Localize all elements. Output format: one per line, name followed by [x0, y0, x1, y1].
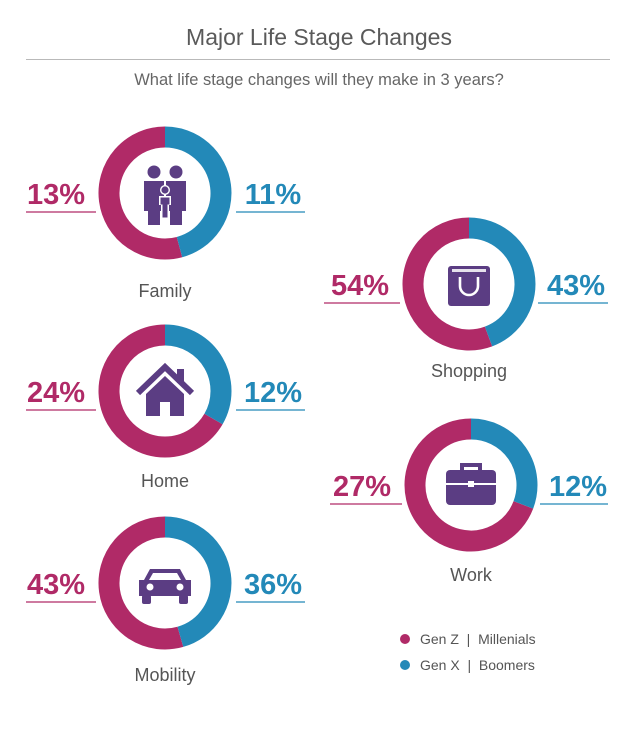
slice-work-genx-boomers	[470, 418, 538, 509]
category-label-home: Home	[141, 471, 189, 491]
value-home-genz-millenials: 24%	[27, 377, 85, 409]
title-divider	[26, 59, 610, 60]
donut-home: 24% 12% Home	[26, 324, 305, 491]
donut-work: 27% 12% Work	[330, 418, 608, 585]
chart-subtitle: What life stage changes will they make i…	[134, 71, 504, 89]
slice-home-genx-boomers	[164, 324, 232, 425]
value-work-genz-millenials: 27%	[333, 471, 391, 503]
value-mobility-genx-boomers: 36%	[244, 569, 302, 601]
family-icon	[144, 165, 186, 225]
category-label-mobility: Mobility	[134, 665, 195, 685]
shopping-bag-icon	[448, 266, 490, 306]
slice-shopping-genx-boomers	[468, 217, 536, 347]
donut-mobility: 43% 36% Mobility	[26, 516, 305, 685]
briefcase-icon	[446, 463, 496, 505]
house-icon	[135, 362, 195, 416]
legend-label-genx: Gen X | Boomers	[420, 657, 535, 673]
category-label-family: Family	[139, 281, 192, 301]
slice-mobility-genx-boomers	[164, 516, 232, 647]
value-mobility-genz-millenials: 43%	[27, 569, 85, 601]
donut-family: 13% 11% Family	[26, 126, 305, 301]
legend-item-genx: Gen X | Boomers	[400, 652, 536, 678]
slice-shopping-genz-millenials	[402, 217, 493, 351]
slice-work-genz-millenials	[404, 418, 534, 552]
car-icon	[139, 569, 191, 604]
donut-shopping: 54% 43% Shopping	[324, 217, 608, 381]
legend-swatch-genx	[400, 660, 410, 670]
category-label-work: Work	[450, 565, 493, 585]
value-family-genx-boomers: 11%	[245, 179, 302, 211]
value-shopping-genz-millenials: 54%	[331, 270, 389, 302]
legend: Gen Z | Millenials Gen X | Boomers	[400, 626, 536, 678]
legend-swatch-genz	[400, 634, 410, 644]
slice-home-genz-millenials	[98, 324, 223, 458]
slice-mobility-genz-millenials	[98, 516, 184, 650]
value-family-genz-millenials: 13%	[27, 179, 85, 211]
value-work-genx-boomers: 12%	[549, 471, 607, 503]
legend-label-genz: Gen Z | Millenials	[420, 631, 536, 647]
value-shopping-genx-boomers: 43%	[547, 270, 605, 302]
slice-family-genx-boomers	[164, 126, 232, 258]
legend-item-genz: Gen Z | Millenials	[400, 626, 536, 652]
slice-family-genz-millenials	[98, 126, 183, 260]
chart-title: Major Life Stage Changes	[186, 24, 452, 50]
category-label-shopping: Shopping	[431, 361, 507, 381]
value-home-genx-boomers: 12%	[244, 377, 302, 409]
